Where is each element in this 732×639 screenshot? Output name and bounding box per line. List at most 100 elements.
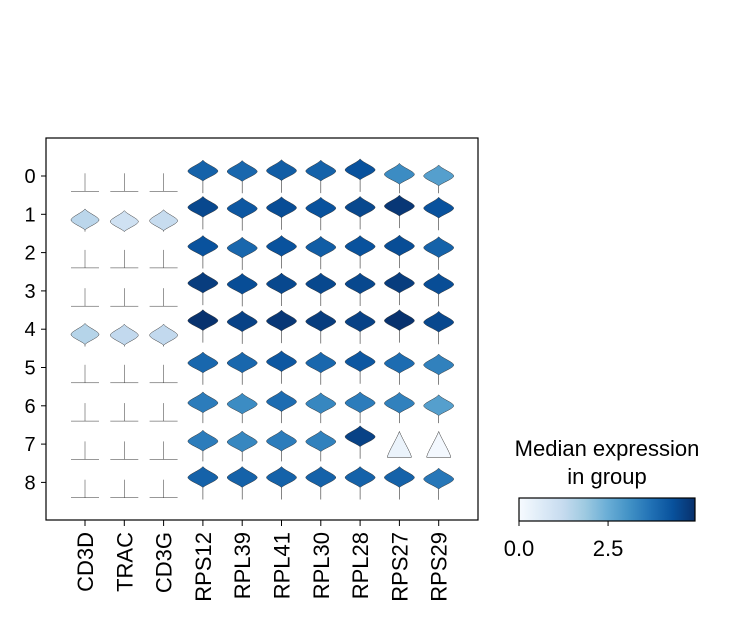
violin (71, 403, 99, 422)
violin (266, 390, 297, 413)
violin (149, 173, 178, 192)
violin (149, 441, 178, 460)
violin (149, 323, 178, 346)
violin (266, 466, 297, 488)
violin (187, 391, 219, 414)
violin (70, 208, 100, 231)
violin (266, 196, 297, 219)
violin (387, 430, 412, 458)
violin (71, 173, 99, 192)
violin (226, 430, 258, 453)
violin (384, 271, 415, 294)
x-tick-label: RPL28 (348, 532, 373, 599)
violin (187, 429, 219, 452)
violin (384, 309, 415, 332)
violin (344, 350, 376, 373)
violin (187, 159, 219, 182)
y-tick-label: 0 (24, 166, 35, 188)
violin (226, 236, 258, 259)
violin (187, 235, 219, 257)
violin (266, 235, 297, 257)
violin (226, 351, 258, 374)
colorbar (518, 497, 696, 522)
violin (423, 467, 454, 490)
violin (384, 194, 415, 217)
violin (305, 196, 337, 219)
violin (187, 351, 219, 374)
colorbar-title: Median expression (515, 436, 700, 461)
violin (266, 350, 297, 373)
violin (149, 288, 178, 307)
y-tick-label: 5 (24, 358, 35, 380)
violin (71, 288, 99, 307)
violin (305, 310, 337, 332)
colorbar-tick-label: 0.0 (504, 536, 535, 561)
violin (344, 235, 376, 257)
x-tick-label: CD3G (152, 532, 177, 593)
violin (305, 351, 337, 374)
violin (226, 160, 258, 182)
violin (110, 173, 139, 192)
colorbar-tick-label: 2.5 (593, 536, 624, 561)
violin (226, 466, 258, 488)
violin (110, 479, 139, 498)
violin (305, 466, 337, 488)
violin (305, 235, 337, 258)
violin (110, 288, 139, 307)
violin (305, 392, 337, 415)
violin (423, 236, 454, 259)
violin (187, 271, 219, 294)
y-tick-label: 6 (24, 396, 35, 418)
violin (384, 466, 415, 488)
x-tick-label: TRAC (112, 532, 137, 592)
y-tick-label: 4 (24, 319, 35, 341)
violin (226, 392, 258, 415)
violin (187, 195, 219, 218)
violin (426, 430, 451, 458)
violin (423, 394, 454, 417)
violin (423, 310, 454, 333)
violin (384, 234, 415, 257)
colorbar-title: in group (567, 464, 647, 489)
violin (344, 310, 376, 333)
violin (423, 272, 454, 295)
plot-frame (45, 137, 479, 521)
violin (344, 272, 376, 295)
violin (187, 466, 219, 488)
violin (266, 272, 297, 295)
x-tick-label: RPL30 (309, 532, 334, 599)
y-tick-label: 8 (24, 472, 35, 494)
violin (384, 162, 415, 185)
x-tick-label: RPS29 (427, 532, 452, 602)
x-tick-label: CD3D (73, 532, 98, 592)
violin (344, 425, 376, 448)
violin (110, 323, 139, 346)
violin (384, 351, 415, 374)
violin (71, 364, 99, 384)
violin (344, 195, 376, 218)
violin (344, 391, 376, 414)
violin (305, 159, 337, 182)
violin (110, 210, 139, 232)
violin (110, 364, 139, 384)
violin (149, 403, 178, 422)
violin (226, 310, 258, 333)
violin (226, 272, 258, 295)
x-tick-label: RPS12 (191, 532, 216, 602)
violin (71, 249, 99, 269)
violin (110, 249, 139, 269)
y-tick-label: 3 (24, 281, 35, 303)
violin (384, 391, 415, 414)
x-tick-label: RPS27 (387, 532, 412, 602)
x-tick-label: RPL39 (230, 532, 255, 599)
violin (149, 209, 178, 232)
violin (423, 164, 454, 187)
violin (149, 479, 178, 498)
violin (71, 441, 99, 460)
violin (266, 159, 297, 182)
y-tick-label: 7 (24, 434, 35, 456)
violin (305, 430, 337, 452)
violin (226, 197, 258, 219)
violin (344, 158, 376, 181)
